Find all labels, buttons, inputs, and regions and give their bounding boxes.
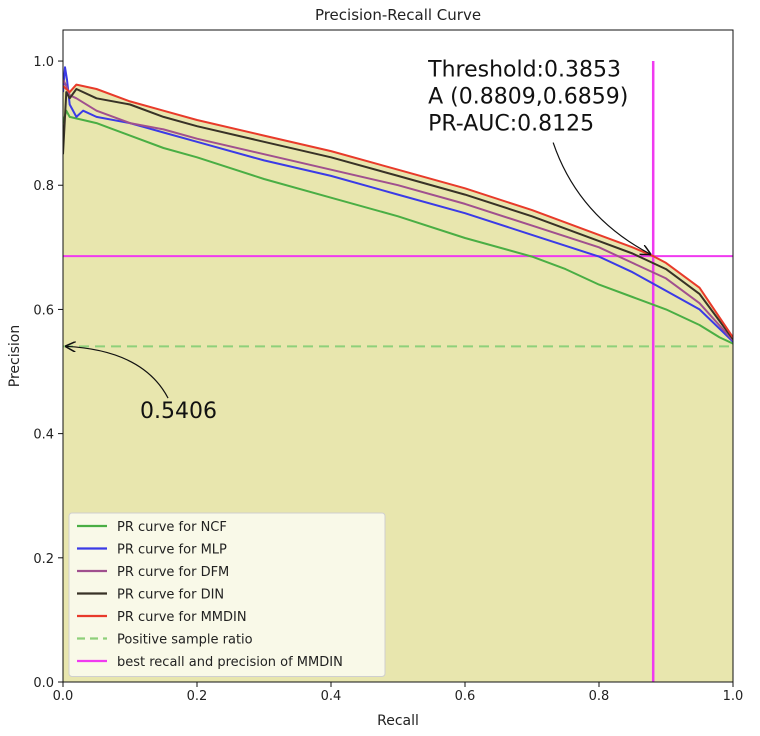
- y-tick-label: 0.0: [33, 676, 54, 691]
- x-tick-label: 0.6: [455, 689, 476, 704]
- series-line-mlp: [63, 66, 733, 343]
- x-tick-label: 0.0: [53, 689, 74, 704]
- x-axis-label: Recall: [377, 713, 419, 729]
- legend-label: Positive sample ratio: [117, 633, 253, 648]
- legend-label: PR curve for DIN: [117, 588, 224, 603]
- y-tick-label: 0.4: [33, 428, 54, 443]
- legend-label: best recall and precision of MMDIN: [117, 655, 343, 670]
- annotation-text: A (0.8809,0.6859): [428, 85, 628, 110]
- series-line-dfm: [63, 79, 733, 342]
- y-tick-label: 0.2: [33, 552, 54, 567]
- y-tick-label: 0.8: [33, 179, 54, 194]
- y-tick-label: 1.0: [33, 55, 54, 70]
- series-line-din: [63, 88, 733, 340]
- plot-area: 0.0 0.2 0.4 0.6 0.8 1.0 0.0 0.2 0.4 0.6 0.8 1.0 Thre…: [33, 29, 744, 704]
- legend-label: PR curve for MMDIN: [117, 610, 247, 625]
- x-tick-label: 1.0: [723, 689, 744, 704]
- annotation-text: Threshold:0.3853: [427, 58, 621, 83]
- annotation-arrow: [552, 142, 650, 255]
- x-tick-label: 0.8: [589, 689, 610, 704]
- annotation-text: PR-AUC:0.8125: [428, 112, 594, 137]
- legend-label: PR curve for DFM: [117, 565, 229, 580]
- plot-frame: [62, 29, 734, 683]
- series-line-mmdin: [63, 83, 733, 338]
- y-tick-label: 0.6: [33, 303, 54, 318]
- chart-title: Precision-Recall Curve: [315, 6, 481, 24]
- legend-label: PR curve for NCF: [117, 520, 227, 535]
- legend-box: [68, 512, 386, 677]
- annotation-arrow: [66, 346, 169, 399]
- annotation-text: 0.5406: [140, 399, 217, 424]
- legend-label: PR curve for MLP: [117, 543, 227, 558]
- series-line-ncf: [63, 109, 733, 345]
- x-tick-label: 0.2: [187, 689, 208, 704]
- x-tick-label: 0.4: [321, 689, 342, 704]
- y-axis-label: Precision: [7, 325, 23, 387]
